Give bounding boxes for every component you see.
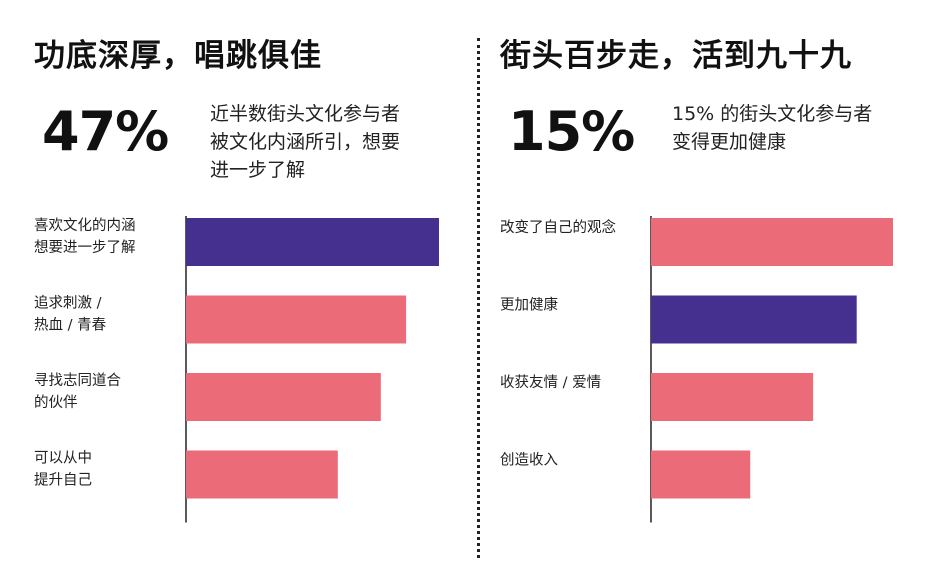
left-bar-3: [186, 373, 381, 421]
right-note: 15% 的街头文化参与者 变得更加健康: [672, 103, 873, 153]
right-bar-2: [651, 295, 857, 344]
left-category-label-2: 追求刺激 /热血 / 青春: [34, 295, 106, 334]
left-bar-1: [186, 218, 439, 266]
right-category-label-2: 更加健康: [500, 297, 558, 314]
left-bar-4: [186, 450, 338, 499]
right-category-label-4: 创造收入: [500, 452, 558, 469]
left-bar-2: [186, 295, 407, 344]
left-category-label-3: 寻找志同道合的伙伴: [34, 372, 121, 411]
right-category-label-3: 收获友情 / 爱情: [500, 374, 601, 391]
left-panel: 功底深厚，唱跳俱佳 47% 近半数街头文化参与者 被文化内涵所引，想要 进一步了…: [0, 0, 470, 570]
right-bar-4: [651, 450, 751, 499]
left-category-label-1: 喜欢文化的内涵想要进一步了解: [34, 217, 136, 256]
right-panel: 街头百步走，活到九十九 15% 15% 的街头文化参与者 变得更加健康: [482, 0, 944, 570]
left-note: 近半数街头文化参与者 被文化内涵所引，想要 进一步了解: [210, 103, 401, 181]
right-bar-3: [651, 373, 814, 421]
left-stat: 47%: [42, 100, 169, 163]
left-category-label-4: 可以从中提升自己: [34, 450, 92, 489]
right-bar-1: [651, 218, 893, 266]
panel-divider: [477, 38, 480, 558]
right-title: 街头百步走，活到九十九: [500, 38, 852, 74]
right-category-label-1: 改变了自己的观念: [500, 218, 616, 236]
left-title: 功底深厚，唱跳俱佳: [34, 38, 322, 74]
right-stat: 15%: [508, 100, 635, 163]
